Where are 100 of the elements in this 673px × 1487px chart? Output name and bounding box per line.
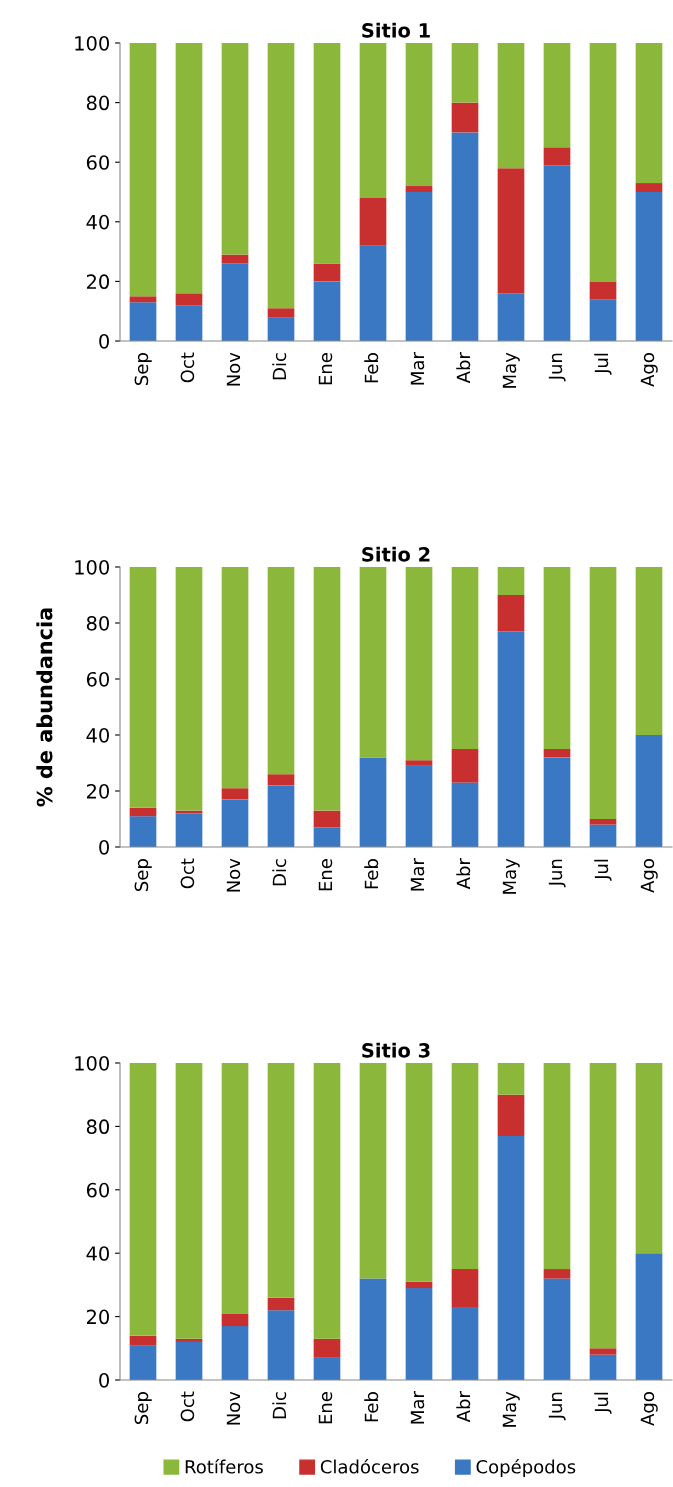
bar xyxy=(451,782,479,847)
x-tick-label: Jun xyxy=(548,1392,566,1421)
bar xyxy=(405,765,433,847)
bar xyxy=(313,827,341,847)
bar xyxy=(451,132,479,341)
y-tick-label: 60 xyxy=(86,155,109,170)
y-tick-label: 60 xyxy=(86,671,109,687)
bar xyxy=(313,281,341,341)
bar xyxy=(451,567,479,749)
bar xyxy=(359,1278,387,1380)
bar xyxy=(175,1341,203,1380)
y-tick-label: 40 xyxy=(86,727,109,743)
bar xyxy=(405,43,433,187)
bar xyxy=(221,1063,249,1314)
x-tick-label: Oct xyxy=(180,352,195,383)
bar xyxy=(451,102,479,133)
y-tick-label: 40 xyxy=(86,214,109,230)
bar xyxy=(543,147,571,166)
bar xyxy=(497,1135,525,1380)
y-tick-label: 80 xyxy=(86,615,109,631)
bar xyxy=(543,1269,571,1279)
bar xyxy=(129,567,157,808)
bar xyxy=(589,281,617,300)
x-tick-label: Mar xyxy=(410,1391,425,1424)
bar xyxy=(221,799,249,847)
bar xyxy=(543,43,571,148)
bar xyxy=(221,254,249,264)
x-tick-label: Dic xyxy=(272,859,287,886)
x-tick-label: Nov xyxy=(226,1391,241,1425)
y-tick-label: 0 xyxy=(99,333,109,349)
bar xyxy=(129,816,157,847)
bar xyxy=(129,1345,157,1380)
bar xyxy=(497,567,525,595)
bar xyxy=(405,1281,433,1289)
bar xyxy=(497,595,525,632)
bar xyxy=(405,760,433,766)
bar xyxy=(267,567,295,775)
x-tick-label: May xyxy=(502,352,520,388)
bar xyxy=(313,263,341,282)
bar xyxy=(589,1063,617,1349)
y-tick-label: 0 xyxy=(99,1372,109,1388)
x-tick-label: Mar xyxy=(410,352,425,385)
x-tick-label: Feb xyxy=(364,1392,379,1422)
bar xyxy=(589,819,617,825)
bar xyxy=(359,245,387,341)
bar xyxy=(405,192,433,341)
bar xyxy=(175,1063,203,1339)
y-tick-label: 20 xyxy=(86,274,109,290)
y-tick-label: 100 xyxy=(75,559,109,575)
x-tick-label: Mar xyxy=(410,858,425,891)
bar xyxy=(313,1338,341,1358)
y-tick-label: 20 xyxy=(86,1309,109,1325)
chart-title: Sitio 1 xyxy=(362,22,430,38)
x-tick-label: Abr xyxy=(456,352,471,384)
bar xyxy=(175,293,203,306)
bar xyxy=(451,43,479,103)
bar xyxy=(497,1063,525,1095)
bar xyxy=(267,1063,295,1298)
bar xyxy=(129,296,157,303)
bar xyxy=(543,749,571,758)
x-tick-label: Feb xyxy=(364,353,379,383)
y-tick-label: 40 xyxy=(86,1246,109,1261)
bar xyxy=(451,1063,479,1270)
bar xyxy=(405,567,433,761)
legend-label: Copépodos xyxy=(476,1458,576,1478)
x-tick-label: Ene xyxy=(318,859,333,891)
bar xyxy=(589,43,617,282)
x-tick-label: Sep xyxy=(134,859,152,891)
x-tick-label: May xyxy=(502,858,520,894)
x-tick-label: Feb xyxy=(364,859,379,889)
x-tick-label: Nov xyxy=(226,858,241,892)
bar xyxy=(635,567,663,735)
bar xyxy=(405,1288,433,1380)
bar xyxy=(543,757,571,847)
bar xyxy=(221,43,249,255)
x-tick-label: Jun xyxy=(548,353,566,382)
y-tick-label: 100 xyxy=(75,35,109,51)
bar xyxy=(451,1307,479,1380)
legend-label: Rotíferos xyxy=(185,1458,263,1474)
x-tick-label: Ago xyxy=(640,1392,658,1426)
x-tick-label: Ago xyxy=(640,859,658,893)
bar xyxy=(175,305,203,341)
bar xyxy=(175,567,203,811)
bar xyxy=(589,567,617,819)
bar xyxy=(221,788,249,800)
bar xyxy=(313,567,341,811)
bar xyxy=(589,1354,617,1380)
bar xyxy=(267,43,295,309)
bar xyxy=(313,1063,341,1339)
x-tick-label: Abr xyxy=(456,858,471,890)
bar xyxy=(129,1063,157,1336)
bar xyxy=(267,774,295,786)
bar xyxy=(267,308,295,318)
bar xyxy=(267,1297,295,1311)
bar xyxy=(129,43,157,297)
bar xyxy=(635,183,663,192)
bar xyxy=(221,263,249,341)
x-tick-label: Ene xyxy=(318,1392,333,1424)
y-tick-label: 80 xyxy=(86,95,109,111)
bar xyxy=(589,1348,617,1355)
